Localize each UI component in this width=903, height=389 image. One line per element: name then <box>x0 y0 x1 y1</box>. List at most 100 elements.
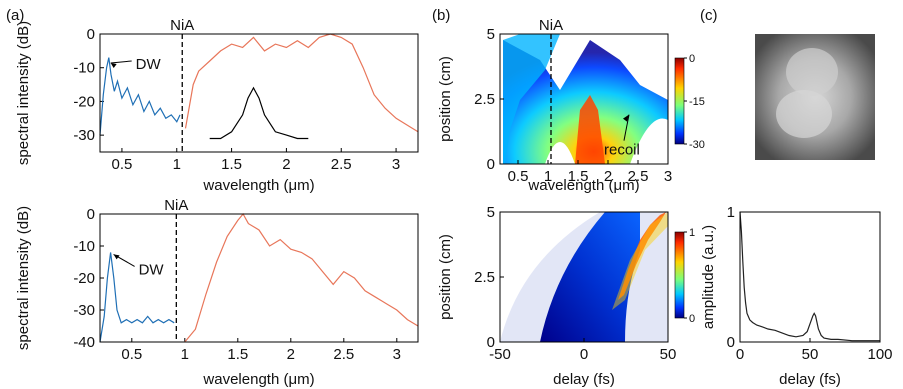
c-bottom-xtick-label: 50 <box>802 346 819 363</box>
a-top-dw-arrowhead <box>110 62 117 68</box>
c-bottom-ticks: 0 50 100 0 1 <box>727 204 893 363</box>
a-top-ytick-label: -10 <box>73 60 95 77</box>
b-top-nia-label: NiA <box>539 17 563 34</box>
a-bottom-ytick-label: -10 <box>73 238 95 255</box>
a-top-ytick-label: -30 <box>73 127 95 144</box>
panel-label-b: (b) <box>432 7 450 24</box>
b-top-xtick-label: 0.5 <box>508 168 529 185</box>
a-bottom-ylabel: spectral intensity (dB) <box>15 206 32 350</box>
a-top-series-2-line <box>209 86 309 140</box>
b-top-cbar-label: -15 <box>689 96 705 108</box>
a-top-ytick-label: -20 <box>73 93 95 110</box>
b-bottom-cbar-label: 0 <box>689 313 695 325</box>
a-top-xtick-label: 1 <box>173 156 181 173</box>
a-bottom-ytick-label: 0 <box>87 206 95 223</box>
b-top-xtick-label: 1 <box>544 168 552 185</box>
b-bottom-heatmap <box>500 212 668 342</box>
a-bottom-ytick-label: -40 <box>73 334 95 351</box>
chart-a-bottom: 0.5 1 1.5 2 2.5 3 0 -10 -20 -30 -40 wavelength (μm… <box>15 197 419 388</box>
b-top-xtick-label: 2.5 <box>628 168 649 185</box>
b-top-recoil-arrowhead <box>623 114 629 122</box>
a-top-series-1-line <box>184 33 419 133</box>
b-top-cbar-label: 0 <box>689 53 695 65</box>
b-top-ytick-label: 2.5 <box>474 91 495 108</box>
c-top-beam-image <box>755 34 875 160</box>
b-bottom-colorbar: 10 <box>674 227 695 325</box>
b-top-colorbar: 0 -15 -30 <box>674 53 705 151</box>
b-top-xtick-label: 1.5 <box>568 168 589 185</box>
b-top-recoil-arrow <box>623 114 630 141</box>
b-bottom-ytick-label: 5 <box>487 204 495 221</box>
b-bottom-xtick-label: 50 <box>660 346 677 363</box>
b-bottom-ytick-label: 0 <box>487 334 495 351</box>
chart-a-top: 0.5 1 1.5 2 2.5 3 0 -10 -20 -30 wavelength (μm) s… <box>15 17 419 194</box>
b-bottom-soliton-glow <box>612 212 668 310</box>
b-bottom-ytick-label: 2.5 <box>474 269 495 286</box>
a-bottom-ytick-label: -30 <box>73 302 95 319</box>
a-bottom-xtick-label: 1.5 <box>227 346 248 363</box>
a-top-axes-frame <box>99 33 419 153</box>
a-top-dw-label: DW <box>136 56 162 73</box>
a-bottom-axes-frame <box>99 213 419 343</box>
b-top-recoil-label: recoil <box>604 142 640 159</box>
b-bottom-axes-frame <box>499 211 669 343</box>
panel-label-c: (c) <box>700 7 718 24</box>
panel-label-a: (a) <box>6 7 24 24</box>
a-top-xtick-label: 1.5 <box>221 156 242 173</box>
b-top-ylabel: position (cm) <box>437 56 454 142</box>
b-top-xlabel: wavelength (μm) <box>527 177 639 194</box>
a-top-xtick-label: 0.5 <box>112 156 133 173</box>
a-bottom-xlabel: wavelength (μm) <box>202 371 314 388</box>
b-top-ticks: 0.5 1 1.5 2 2.5 3 0 2.5 5 <box>474 26 672 185</box>
a-bottom-series-1-line <box>184 212 419 343</box>
a-top-ytick-label: 0 <box>87 26 95 43</box>
c-bottom-series-0-line <box>739 211 880 342</box>
b-top-white-right <box>630 118 668 164</box>
a-top-dw-arrow <box>110 60 132 64</box>
c-bottom-xtick-label: 100 <box>867 346 892 363</box>
a-top-ylabel: spectral intensity (dB) <box>15 21 32 165</box>
c-top-lobe-upper <box>786 48 838 96</box>
chart-c-bottom: 0 50 100 0 1 delay (fs) amplitude (a.u.) <box>700 204 893 388</box>
b-top-white-top <box>600 34 668 80</box>
a-top-xtick-label: 3 <box>392 156 400 173</box>
b-top-white-notch <box>545 142 575 164</box>
a-bottom-ytick-label: -20 <box>73 270 95 287</box>
a-bottom-nia-label: NiA <box>164 197 188 214</box>
b-top-axes-frame <box>499 33 669 165</box>
chart-b-top: 0.5 1 1.5 2 2.5 3 0 2.5 5 wavelength (μm) positi… <box>437 17 705 194</box>
c-bottom-xlabel: delay (fs) <box>779 371 841 388</box>
b-top-dw-branch <box>503 34 560 164</box>
a-top-xtick-label: 2 <box>282 156 290 173</box>
b-top-ytick-label: 0 <box>487 156 495 173</box>
b-top-xtick-label: 3 <box>664 168 672 185</box>
b-top-cbar-label: -30 <box>689 139 705 151</box>
a-bottom-xtick-label: 3 <box>393 346 401 363</box>
a-bottom-series <box>99 212 419 343</box>
c-top-lobe-lower <box>776 90 832 138</box>
a-top-xtick-label: 2.5 <box>331 156 352 173</box>
a-top-xlabel: wavelength (μm) <box>202 177 314 194</box>
a-bottom-series-0-line <box>99 252 175 343</box>
b-bottom-soliton <box>618 212 666 300</box>
a-top-ticks: 0.5 1 1.5 2 2.5 3 0 -10 -20 -30 <box>73 26 400 173</box>
b-top-xtick-label: 2 <box>604 168 612 185</box>
b-top-ytick-label: 5 <box>487 26 495 43</box>
c-bottom-series <box>739 211 880 342</box>
b-top-core <box>575 95 605 164</box>
a-bottom-xtick-label: 2.5 <box>333 346 354 363</box>
a-bottom-ticks: 0.5 1 1.5 2 2.5 3 0 -10 -20 -30 -40 <box>73 206 401 363</box>
c-bottom-axes-frame <box>739 211 881 343</box>
a-bottom-xtick-label: 0.5 <box>121 346 142 363</box>
b-bottom-cbar-label: 1 <box>689 227 695 239</box>
a-bottom-xtick-label: 2 <box>287 346 295 363</box>
a-bottom-dw-label: DW <box>139 261 165 278</box>
a-bottom-xtick-label: 1 <box>181 346 189 363</box>
c-bottom-ytick-label: 0 <box>727 334 735 351</box>
a-bottom-dw-arrowhead <box>113 254 120 260</box>
b-bottom-xtick-label: 0 <box>580 346 588 363</box>
a-top-series-0-line <box>99 57 181 136</box>
